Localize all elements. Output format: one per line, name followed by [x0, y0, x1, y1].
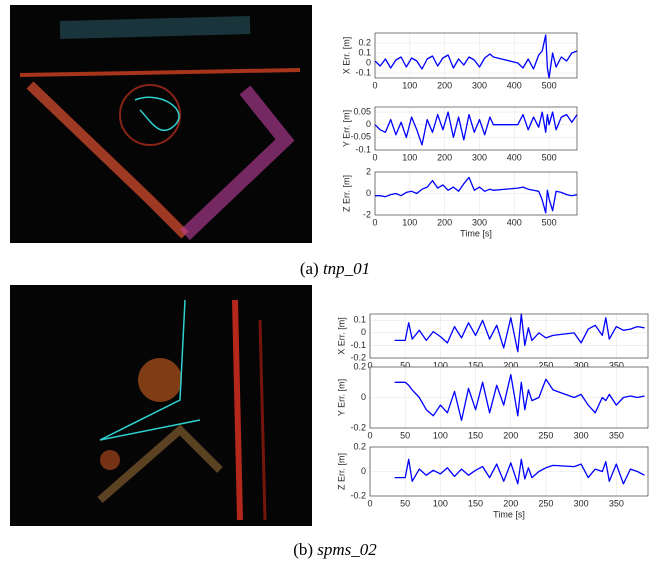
plots: 0 100 200 300 400 500-0.100.10.2X Err. [m]0 10… [336, 32, 649, 519]
x-tick-label: 50 [400, 360, 410, 370]
x-tick-label: 100 [433, 498, 448, 508]
error-line [374, 111, 578, 146]
x-axis-label: Time [s] [460, 228, 492, 238]
y-axis-label: Z Err. [m] [336, 453, 346, 490]
y-axis-label: Y Err. [m] [341, 110, 351, 147]
x-tick-label: 100 [402, 152, 417, 162]
x-tick-label: 250 [538, 430, 553, 440]
y-tick-label: -0.2 [350, 352, 366, 362]
y-tick-label: 0 [361, 392, 366, 402]
x-tick-label: 500 [542, 217, 557, 227]
x-tick-label: 150 [468, 430, 483, 440]
x-tick-label: 500 [542, 152, 557, 162]
x-tick-label: 350 [609, 498, 624, 508]
x-tick-label: 200 [503, 360, 518, 370]
x-tick-label: 50 [400, 430, 410, 440]
error-line [394, 313, 645, 353]
y-tick-label: 0.2 [358, 37, 371, 47]
error-line [394, 458, 645, 485]
plot-area [375, 33, 577, 78]
axes-box [374, 171, 578, 216]
axes-box [369, 366, 649, 429]
y-tick-label: 2 [366, 166, 371, 176]
y-axis-label: Z Err. [m] [341, 175, 351, 212]
x-tick-label: 150 [468, 498, 483, 508]
caption-label: (b) [293, 540, 313, 559]
x-tick-label: 0 [367, 360, 372, 370]
x-tick-label: 0 [372, 80, 377, 90]
caption-b: (b) spms_02 [293, 540, 377, 559]
y-axis-label: Y Err. [m] [336, 379, 346, 416]
x-tick-label: 350 [609, 430, 624, 440]
error-line [394, 373, 645, 422]
x-tick-label: 300 [472, 217, 487, 227]
x-tick-label: 300 [574, 498, 589, 508]
y-tick-label: -2 [363, 209, 371, 219]
y-tick-label: 0 [361, 466, 366, 476]
x-tick-label: 200 [503, 498, 518, 508]
x-tick-label: 300 [574, 430, 589, 440]
caption-name: spms_02 [317, 540, 377, 559]
y-tick-label: -0.1 [355, 144, 371, 154]
axes-box [369, 446, 649, 497]
y-tick-label: -0.1 [350, 340, 366, 350]
x-tick-label: 250 [538, 498, 553, 508]
error-line [375, 176, 578, 214]
x-tick-label: 400 [507, 217, 522, 227]
y-tick-label: 0.05 [353, 106, 371, 116]
caption-label: (a) [300, 259, 319, 278]
x-tick-label: 300 [574, 360, 589, 370]
x-tick-label: 150 [468, 360, 483, 370]
y-tick-label: 0 [366, 57, 371, 67]
caption-a: (a) tnp_01 [300, 259, 370, 278]
y-axis-label: X Err. [m] [341, 37, 351, 75]
x-tick-label: 0 [372, 217, 377, 227]
y-tick-label: 0.1 [353, 315, 366, 325]
x-tick-label: 500 [542, 80, 557, 90]
x-tick-label: 300 [472, 152, 487, 162]
x-tick-label: 0 [372, 152, 377, 162]
y-tick-label: -0.2 [350, 422, 366, 432]
point-cloud-image-a [10, 5, 312, 243]
y-tick-label: 0 [361, 327, 366, 337]
y-axis-label: X Err. [m] [336, 317, 346, 355]
x-tick-label: 250 [538, 360, 553, 370]
y-tick-label: -0.1 [355, 67, 371, 77]
y-tick-label: -0.2 [350, 490, 366, 500]
y-tick-label: 0 [366, 188, 371, 198]
error-line [374, 34, 578, 79]
x-tick-label: 0 [367, 430, 372, 440]
x-tick-label: 300 [472, 80, 487, 90]
x-tick-label: 200 [437, 217, 452, 227]
x-tick-label: 100 [433, 360, 448, 370]
caption-name: tnp_01 [323, 259, 370, 278]
x-axis-label: Time [s] [493, 509, 525, 519]
y-tick-label: 0.1 [358, 47, 371, 57]
axes-box [369, 313, 649, 359]
axes-box [374, 106, 578, 151]
x-tick-label: 200 [437, 152, 452, 162]
x-tick-label: 100 [402, 217, 417, 227]
point-cloud-image-b [10, 285, 312, 526]
x-tick-label: 100 [402, 80, 417, 90]
x-tick-label: 0 [367, 498, 372, 508]
x-tick-label: 50 [400, 498, 410, 508]
axes-box [374, 32, 578, 79]
x-tick-label: 350 [609, 360, 624, 370]
x-tick-label: 400 [507, 80, 522, 90]
x-tick-label: 400 [507, 152, 522, 162]
y-tick-label: 0.2 [353, 361, 366, 371]
y-tick-label: 0.2 [353, 441, 366, 451]
x-tick-label: 100 [433, 430, 448, 440]
x-tick-label: 200 [437, 80, 452, 90]
y-tick-label: 0 [366, 119, 371, 129]
x-tick-label: 200 [503, 430, 518, 440]
plot-area [370, 314, 648, 358]
y-tick-label: -0.05 [350, 132, 371, 142]
